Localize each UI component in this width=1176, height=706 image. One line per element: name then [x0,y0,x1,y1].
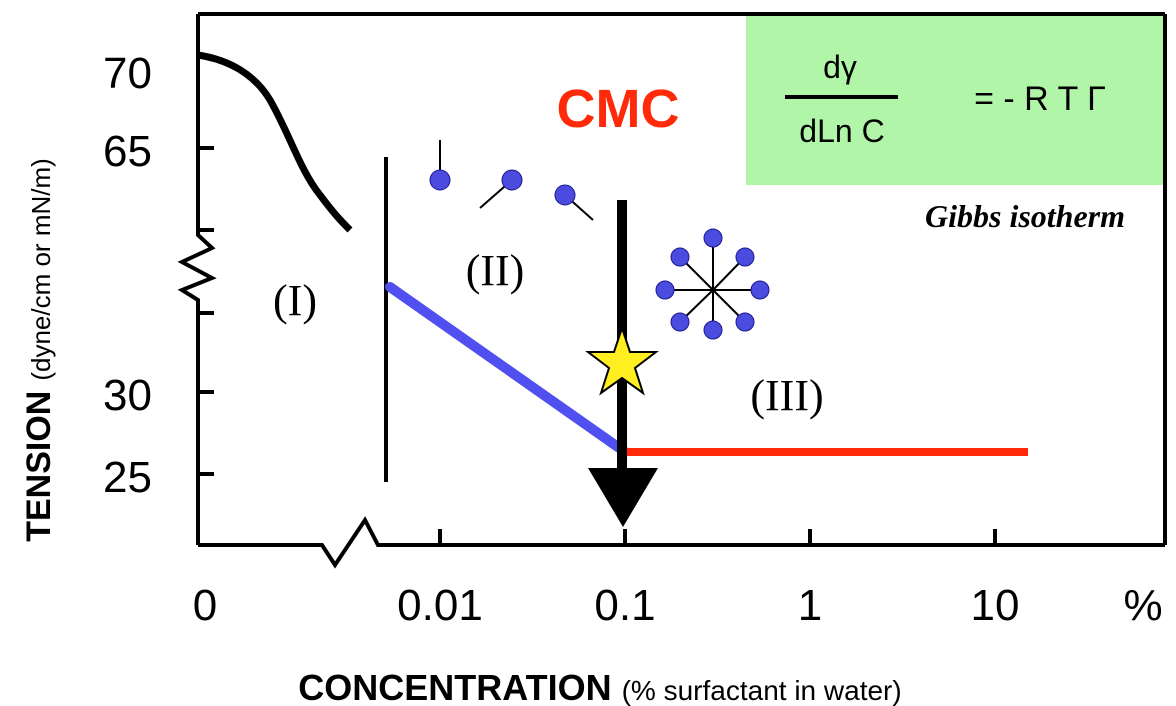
y-tick-label: 70 [103,49,152,98]
y-axis-title: TENSION (dyne/cm or mN/m) [20,158,58,542]
x-axis-title: CONCENTRATION (% surfactant in water) [298,667,901,706]
region-label: (III) [750,371,823,420]
formula-caption: Gibbs isotherm [925,198,1125,234]
y-title: TENSION [20,391,58,542]
cmc-label: CMC [557,79,680,139]
y-tick-label: 65 [103,127,152,176]
x-tick-label: 0 [193,581,217,630]
initial-curve [198,55,350,230]
x-title: CONCENTRATION [298,667,611,706]
y-tick-label: 25 [103,453,152,502]
x-tick-label: 10 [971,581,1020,630]
formula-denominator: dLn C [799,113,884,149]
region-label: (I) [273,276,317,325]
region-label: (II) [466,246,525,295]
x-tick-label: % [1123,581,1162,630]
formula-right: = - R T Γ [974,80,1106,118]
x-tick-label: 0.1 [594,581,655,630]
diagram: 70 65 30 25 0 0.01 0.1 1 10 % TENSION (dy… [0,0,1176,706]
x-unit: (% surfactant in water) [622,675,902,706]
x-tick-label: 1 [798,581,822,630]
y-tick-label: 30 [103,371,152,420]
arrow-head [588,468,658,527]
blue-line [390,287,625,452]
y-unit: (dyne/cm or mN/m) [26,158,56,380]
x-tick-label: 0.01 [397,581,483,630]
formula-numerator: dγ [823,49,857,85]
